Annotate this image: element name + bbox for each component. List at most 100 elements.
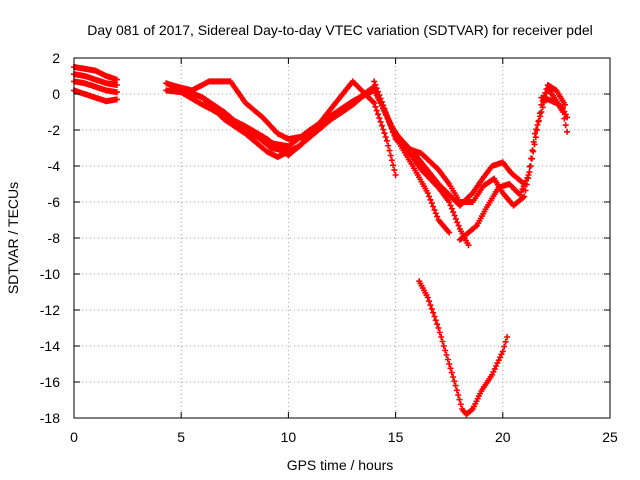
data-point [371,100,378,106]
data-point [428,305,435,312]
data-point [373,107,380,114]
data-point [384,112,390,119]
data-point [446,199,453,205]
data-point [377,118,384,125]
y-tick-label: 0 [52,86,60,102]
data-point [526,169,533,176]
data-point [378,98,385,105]
data-point [386,147,393,154]
data-point [537,113,544,120]
data-point [381,105,388,112]
y-tick-label: -6 [48,194,61,210]
data-point [424,190,431,196]
x-tick-label: 0 [70,429,78,445]
data-point [436,329,443,336]
data-point [532,130,538,137]
data-point [427,196,434,203]
data-point [430,309,437,316]
data-series [538,94,571,121]
data-point [373,85,380,92]
data-point [539,104,546,111]
data-series [163,80,528,209]
data-point [113,76,120,83]
data-point [371,78,378,85]
data-point [440,343,447,349]
data-point [432,317,439,324]
y-tick-label: 2 [52,50,60,66]
data-point [529,147,536,154]
data-point [285,148,292,155]
data-point [535,117,542,124]
data-point [521,193,528,200]
data-point [428,200,435,207]
data-point [504,334,511,340]
data-point [448,369,455,376]
x-tick-label: 20 [495,429,511,445]
data-point [113,89,120,96]
data-point [534,122,541,128]
data-point [391,132,398,139]
data-point [446,229,453,236]
data-point [382,134,389,140]
data-point [452,215,459,222]
data-point [372,103,379,110]
y-axis-label: SDTVAR / TECUs [5,182,21,294]
data-point [564,128,571,135]
data-point [378,122,385,129]
x-tick-label: 15 [388,429,404,445]
data-point [446,361,453,367]
data-point [528,155,535,162]
data-point [451,378,458,385]
data-point [453,387,460,394]
data-point [431,206,438,213]
data-point [385,115,392,122]
data-point [447,202,454,209]
data-point [454,219,461,226]
data-point [431,313,438,320]
data-point [426,193,433,200]
x-tick-label: 10 [281,429,297,445]
data-point [387,152,394,159]
data-point [465,242,472,249]
data-point [377,95,384,102]
data-point [381,130,388,137]
data-point [438,334,445,340]
data-point [442,347,449,354]
data-point [384,137,390,144]
data-point [522,187,529,194]
chart-title: Day 081 of 2017, Sidereal Day-to-day VTE… [87,22,593,38]
data-point [450,209,457,216]
data-point [502,338,509,345]
y-tick-label: -2 [48,122,61,138]
data-point [443,352,450,358]
data-point [382,109,389,116]
data-point [444,356,451,363]
data-point [388,157,395,164]
data-point [430,203,437,210]
data-point [451,212,458,219]
y-tick-label: -12 [40,302,60,318]
data-point [562,122,569,129]
data-point [385,142,392,149]
data-series [210,107,292,155]
data-point [387,122,394,129]
x-tick-label: 5 [177,429,185,445]
data-point [533,126,540,133]
data-point [380,102,387,109]
data-series [456,85,571,243]
data-point [390,162,397,169]
data-point [376,115,383,122]
data-point [526,163,533,170]
data-point [380,126,387,133]
y-tick-label: -8 [48,230,61,246]
y-tick-label: -18 [40,410,60,426]
x-tick-label: 25 [602,429,618,445]
data-point [427,302,434,309]
y-tick-label: -4 [48,158,61,174]
data-point [439,338,446,345]
data-point [455,392,462,398]
data-series [416,278,511,418]
